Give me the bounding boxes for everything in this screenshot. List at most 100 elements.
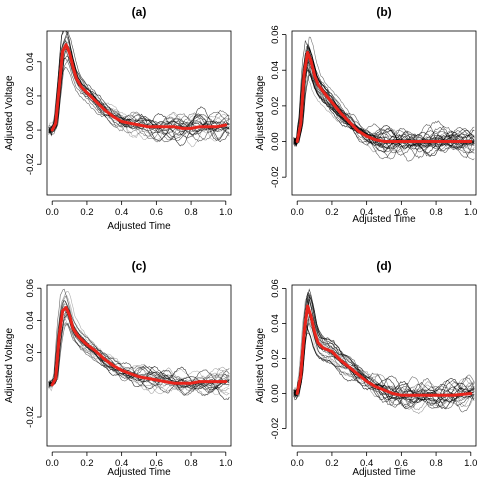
background-curve bbox=[48, 31, 230, 148]
mean-curve bbox=[50, 43, 228, 132]
background-curve bbox=[293, 313, 475, 406]
background-curve bbox=[293, 324, 475, 410]
background-curves bbox=[293, 36, 475, 162]
x-axis: 0.0 0.2 0.4 0.6 0.8 1.0 bbox=[46, 200, 232, 218]
y-axis-label: Adjusted Voltage bbox=[4, 328, 15, 403]
background-curve bbox=[293, 57, 475, 150]
mean-curve bbox=[295, 304, 473, 397]
x-axis-label: Adjusted Time bbox=[107, 467, 171, 478]
background-curve bbox=[293, 44, 475, 149]
x-tick-label: 1.0 bbox=[219, 458, 232, 469]
panel-title: (d) bbox=[376, 259, 391, 273]
background-curve bbox=[48, 44, 230, 140]
x-tick-label: 0.8 bbox=[429, 458, 442, 469]
y-tick-label: -0.02 bbox=[270, 418, 281, 440]
background-curve bbox=[48, 288, 230, 389]
background-curve bbox=[293, 332, 475, 407]
x-tick-label: 0.0 bbox=[46, 207, 59, 218]
background-curve bbox=[48, 41, 230, 137]
background-curve bbox=[48, 314, 230, 389]
background-curve bbox=[293, 48, 475, 160]
y-tick-label: -0.02 bbox=[25, 153, 36, 175]
y-tick-label: 0.02 bbox=[25, 343, 36, 362]
background-curve bbox=[48, 322, 230, 397]
x-tick-label: 0.6 bbox=[150, 458, 163, 469]
background-curve bbox=[293, 73, 475, 157]
mean-curve bbox=[50, 306, 228, 387]
x-tick-label: 0.6 bbox=[150, 207, 163, 218]
y-axis: -0.02 0.00 0.02 0.04 bbox=[25, 53, 42, 175]
x-tick-label: 0.2 bbox=[325, 458, 338, 469]
x-tick-label: 0.0 bbox=[291, 207, 304, 218]
y-tick-label: 0.04 bbox=[25, 53, 36, 72]
y-axis: -0.02 0.00 0.02 0.04 0.06 bbox=[270, 279, 287, 440]
x-axis: 0.0 0.2 0.4 0.6 0.8 1.0 bbox=[46, 451, 232, 469]
y-tick-label: 0.06 bbox=[270, 25, 281, 44]
y-tick-label: 0.06 bbox=[25, 279, 36, 298]
x-axis-label: Adjusted Time bbox=[107, 221, 171, 232]
panel-title: (c) bbox=[132, 259, 147, 273]
x-tick-label: 0.2 bbox=[80, 207, 93, 218]
x-tick-label: 1.0 bbox=[219, 207, 232, 218]
x-tick-label: 0.4 bbox=[115, 207, 128, 218]
y-tick-label: 0.04 bbox=[25, 311, 36, 330]
x-tick-label: 0.2 bbox=[325, 207, 338, 218]
x-tick-label: 0.6 bbox=[395, 458, 408, 469]
y-axis: -0.02 0.00 0.02 0.04 0.06 bbox=[270, 25, 287, 188]
background-curve bbox=[293, 294, 475, 413]
y-tick-label: 0.02 bbox=[25, 87, 36, 106]
background-curve bbox=[48, 35, 230, 133]
background-curve bbox=[293, 318, 475, 411]
background-curve bbox=[293, 296, 475, 403]
x-tick-label: 0.4 bbox=[115, 458, 128, 469]
y-axis: -0.02 0.02 0.04 0.06 bbox=[25, 279, 42, 428]
plot-frame bbox=[291, 284, 477, 447]
x-axis-label: Adjusted Time bbox=[352, 214, 416, 225]
x-tick-label: 1.0 bbox=[464, 207, 477, 218]
y-tick-label: 0.06 bbox=[270, 279, 281, 298]
mean-curve bbox=[295, 50, 473, 143]
x-tick-label: 0.8 bbox=[429, 207, 442, 218]
x-tick-label: 0.0 bbox=[291, 458, 304, 469]
background-curve bbox=[293, 60, 475, 148]
panel-b: 0.0 0.2 0.4 0.6 0.8 1.0 -0.02 0.00 0.02 0.04 0.06 (… bbox=[255, 5, 477, 225]
background-curve bbox=[293, 301, 475, 403]
x-tick-label: 0.4 bbox=[360, 458, 373, 469]
y-axis-label: Adjusted Voltage bbox=[4, 75, 15, 150]
y-tick-label: 0.00 bbox=[270, 384, 281, 403]
y-tick-label: 0.02 bbox=[270, 97, 281, 116]
y-tick-label: 0.00 bbox=[270, 132, 281, 151]
plot-frame bbox=[46, 30, 232, 196]
panel-c: 0.0 0.2 0.4 0.6 0.8 1.0 -0.02 0.02 0.04 0.06 (c) Ad… bbox=[4, 259, 232, 478]
background-curves bbox=[48, 31, 230, 148]
y-tick-label: -0.02 bbox=[270, 166, 281, 188]
y-tick-label: 0.02 bbox=[270, 349, 281, 368]
background-curve bbox=[48, 57, 230, 139]
panel-a: 0.0 0.2 0.4 0.6 0.8 1.0 -0.02 0.00 0.02 0.04 (a) Ad… bbox=[4, 5, 232, 232]
y-tick-label: 0.00 bbox=[25, 121, 36, 140]
background-curve bbox=[293, 288, 475, 403]
panel-d: 0.0 0.2 0.4 0.6 0.8 1.0 -0.02 0.00 0.02 0.04 0.06 (… bbox=[255, 259, 477, 478]
y-tick-label: 0.04 bbox=[270, 61, 281, 80]
background-curve bbox=[48, 315, 230, 396]
background-curve bbox=[293, 55, 475, 154]
y-axis-label: Adjusted Voltage bbox=[255, 328, 266, 403]
x-tick-label: 1.0 bbox=[464, 458, 477, 469]
x-axis: 0.0 0.2 0.4 0.6 0.8 1.0 bbox=[291, 200, 477, 218]
x-tick-label: 0.0 bbox=[46, 458, 59, 469]
background-curve bbox=[293, 42, 475, 159]
x-tick-label: 0.4 bbox=[360, 207, 373, 218]
x-axis: 0.0 0.2 0.4 0.6 0.8 1.0 bbox=[291, 451, 477, 469]
x-tick-label: 0.2 bbox=[80, 458, 93, 469]
background-curve bbox=[293, 51, 475, 162]
background-curve bbox=[293, 68, 475, 147]
x-tick-label: 0.6 bbox=[395, 207, 408, 218]
background-curve bbox=[48, 66, 230, 143]
background-curve bbox=[48, 46, 230, 142]
panel-title: (b) bbox=[376, 5, 391, 19]
y-axis-label: Adjusted Voltage bbox=[255, 75, 266, 150]
y-tick-label: 0.04 bbox=[270, 314, 281, 333]
background-curve bbox=[48, 31, 230, 136]
background-curve bbox=[48, 311, 230, 395]
